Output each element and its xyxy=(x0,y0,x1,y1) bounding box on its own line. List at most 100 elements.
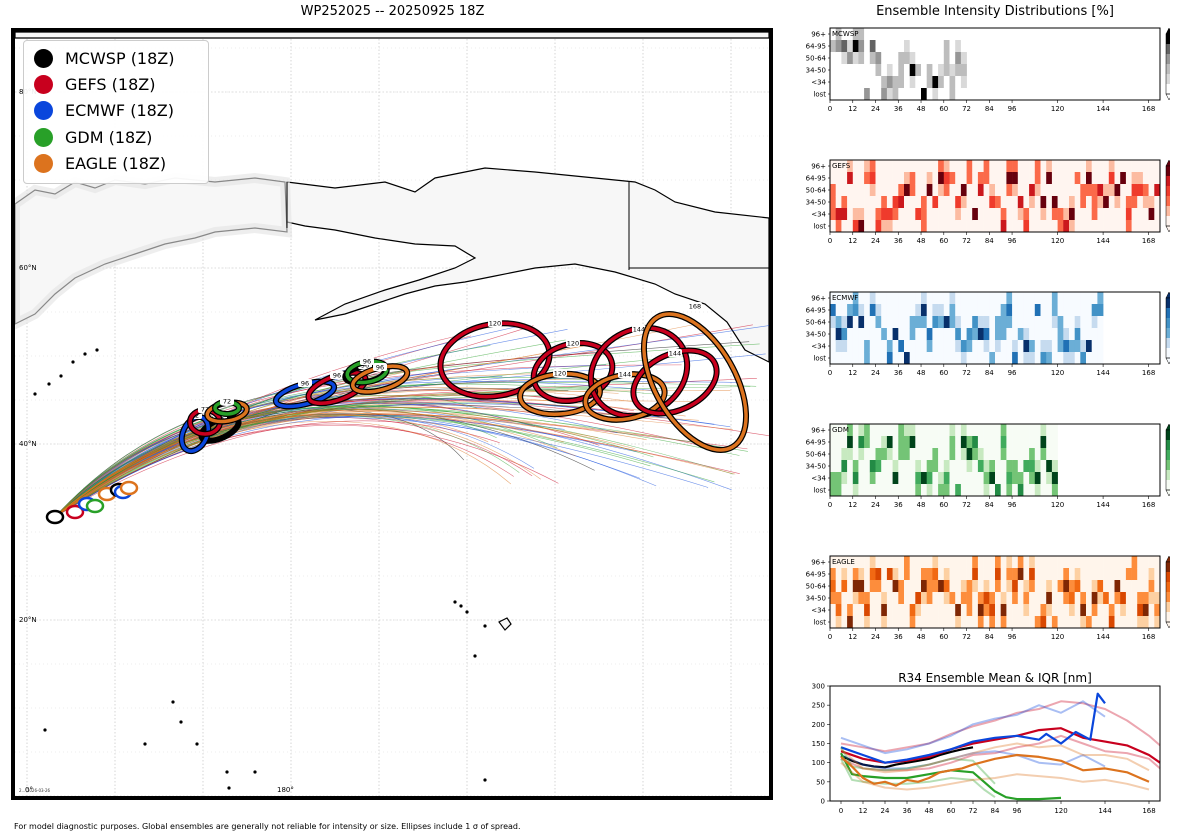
heatmap-cell xyxy=(892,208,899,221)
heatmap-cell xyxy=(949,616,956,629)
heatmap-cell xyxy=(932,580,939,593)
heatmap-cell xyxy=(1108,220,1115,233)
heatmap-cell xyxy=(989,172,996,185)
heatmap-cell xyxy=(921,340,927,353)
heatmap-xlabel: 36 xyxy=(894,105,903,113)
heatmap-cell xyxy=(830,616,836,629)
heatmap-cell xyxy=(1097,340,1104,353)
heatmap-cell xyxy=(1000,556,1007,569)
heatmap-cell xyxy=(892,316,899,329)
heatmap-cell xyxy=(886,64,893,77)
heatmap-cell xyxy=(1006,316,1013,329)
heatmap-cell xyxy=(977,292,984,305)
colorbar-segment xyxy=(1166,612,1170,623)
heatmap-cell xyxy=(1012,592,1019,605)
heatmap-cell xyxy=(1137,160,1144,173)
heatmap-cell xyxy=(1086,184,1092,197)
heatmap-cell xyxy=(864,52,871,65)
heatmap-cell xyxy=(1148,196,1155,209)
heatmap-cell xyxy=(1034,424,1041,437)
heatmap-cell xyxy=(1012,160,1019,173)
heatmap-cell xyxy=(1108,568,1115,581)
heatmap-cell xyxy=(1097,208,1104,221)
heatmap-cell xyxy=(1046,424,1053,437)
heatmap-cell xyxy=(926,292,933,305)
heatmap-cell xyxy=(1023,184,1030,197)
heatmap-cell xyxy=(847,208,854,221)
heatmap-cell xyxy=(1074,568,1081,581)
heatmap-ylabel: 34-50 xyxy=(806,595,826,603)
island-hawaii xyxy=(498,617,512,631)
heatmap-cell xyxy=(966,424,973,437)
heatmap-cell xyxy=(898,424,905,437)
colorbar-segment xyxy=(1166,308,1170,319)
heatmap-cell xyxy=(858,160,865,173)
heatmap-cell xyxy=(847,592,854,605)
heatmap-cell xyxy=(1148,580,1155,593)
heatmap-cell xyxy=(926,64,933,77)
heatmap-cell xyxy=(904,568,910,581)
r34-xlabel: 96 xyxy=(1013,807,1022,815)
heatmap-ylabel: <34 xyxy=(811,343,826,351)
heatmap-cell xyxy=(966,172,973,185)
heatmap-cell xyxy=(1040,592,1047,605)
heatmap-cell xyxy=(858,592,865,605)
heatmap-cell xyxy=(852,52,859,65)
heatmap-cell xyxy=(881,160,888,173)
heatmap-cell xyxy=(835,88,842,101)
heatmap-cell xyxy=(966,616,973,629)
heatmap-cell xyxy=(938,160,945,173)
heatmap-cell xyxy=(869,196,876,209)
heatmap-cell xyxy=(995,472,1001,485)
track-map: 7272727272969696969612012012014414414416… xyxy=(11,28,773,800)
heatmap-cell xyxy=(881,448,888,461)
heatmap-cell xyxy=(847,196,854,209)
heatmap-cell xyxy=(1029,196,1036,209)
heatmap-cell xyxy=(852,76,859,89)
heatmap-cell xyxy=(1023,208,1030,221)
ellipse-label: 72 xyxy=(201,406,209,414)
heatmap-cell xyxy=(892,448,899,461)
ensemble-track xyxy=(54,408,748,518)
heatmap-cell xyxy=(1069,184,1075,197)
heatmap-cell xyxy=(886,484,893,497)
heatmap-cell xyxy=(869,184,876,197)
heatmap-cell xyxy=(921,436,927,449)
heatmap-ylabel: 96+ xyxy=(811,163,826,171)
heatmap-cell xyxy=(926,592,933,605)
heatmap-cell xyxy=(869,580,876,593)
heatmap-xlabel: 120 xyxy=(1051,237,1064,245)
heatmap-cell xyxy=(1034,556,1041,569)
colorbar-segment xyxy=(1166,328,1170,339)
heatmap-cell xyxy=(1154,220,1161,233)
heatmap-cell xyxy=(892,604,899,617)
heatmap-cell xyxy=(1142,172,1149,185)
heatmap-cell xyxy=(1006,568,1013,581)
heatmap-cell xyxy=(835,424,842,437)
heatmap-cell xyxy=(1023,424,1030,437)
heatmap-cell xyxy=(898,28,905,41)
heatmap-cell xyxy=(847,184,854,197)
heatmap-cell xyxy=(1069,292,1075,305)
heatmap-cell xyxy=(852,604,859,617)
heatmap-cell xyxy=(983,208,990,221)
heatmap-cell xyxy=(847,568,854,581)
heatmap-cell xyxy=(995,424,1001,437)
heatmap-cell xyxy=(960,64,967,77)
heatmap-cell xyxy=(1091,208,1098,221)
heatmap-cell xyxy=(1103,196,1110,209)
heatmap-cell xyxy=(1063,184,1070,197)
heatmap-cell xyxy=(864,484,871,497)
heatmap-xlabel: 48 xyxy=(917,237,926,245)
heatmap-cell xyxy=(835,436,842,449)
heatmap-cell xyxy=(1074,220,1081,233)
island xyxy=(473,654,477,658)
heatmap-title: ECMWF xyxy=(832,294,858,302)
heatmap-cell xyxy=(1103,568,1110,581)
heatmap-cell xyxy=(835,568,842,581)
heatmap-cell xyxy=(943,424,950,437)
heatmap-cell xyxy=(904,184,910,197)
heatmap-cell xyxy=(1154,556,1161,569)
heatmap-cell xyxy=(830,292,836,305)
heatmap-cell xyxy=(1103,220,1110,233)
